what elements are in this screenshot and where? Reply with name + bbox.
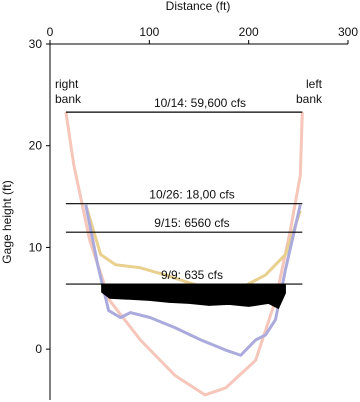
profile-line	[84, 204, 302, 292]
bank-label: left	[306, 77, 323, 91]
water-level-label: 9/9: 635 cfs	[161, 268, 223, 282]
y-axis-label: Gage height (ft)	[0, 180, 14, 263]
water-level-label: 9/15: 6560 cfs	[154, 216, 229, 230]
y-tick-label: 0	[35, 342, 42, 356]
x-axis-label: Distance (ft)	[166, 0, 231, 13]
bank-label: bank	[296, 92, 323, 106]
water-level-label: 10/26: 18,00 cfs	[149, 188, 234, 202]
x-tick-label: 0	[47, 25, 54, 39]
y-tick-label: 30	[29, 37, 43, 51]
bank-label: bank	[55, 92, 82, 106]
y-tick-label: 10	[29, 240, 43, 254]
x-tick-label: 100	[139, 25, 159, 39]
y-tick-label: 20	[29, 139, 43, 153]
bed-area	[101, 283, 286, 310]
x-tick-label: 300	[338, 25, 358, 39]
profile-line	[84, 204, 302, 357]
x-tick-label: 200	[239, 25, 259, 39]
water-level-label: 10/14: 59,600 cfs	[154, 96, 246, 110]
profile-line	[64, 111, 304, 397]
bank-label: right	[55, 77, 79, 91]
